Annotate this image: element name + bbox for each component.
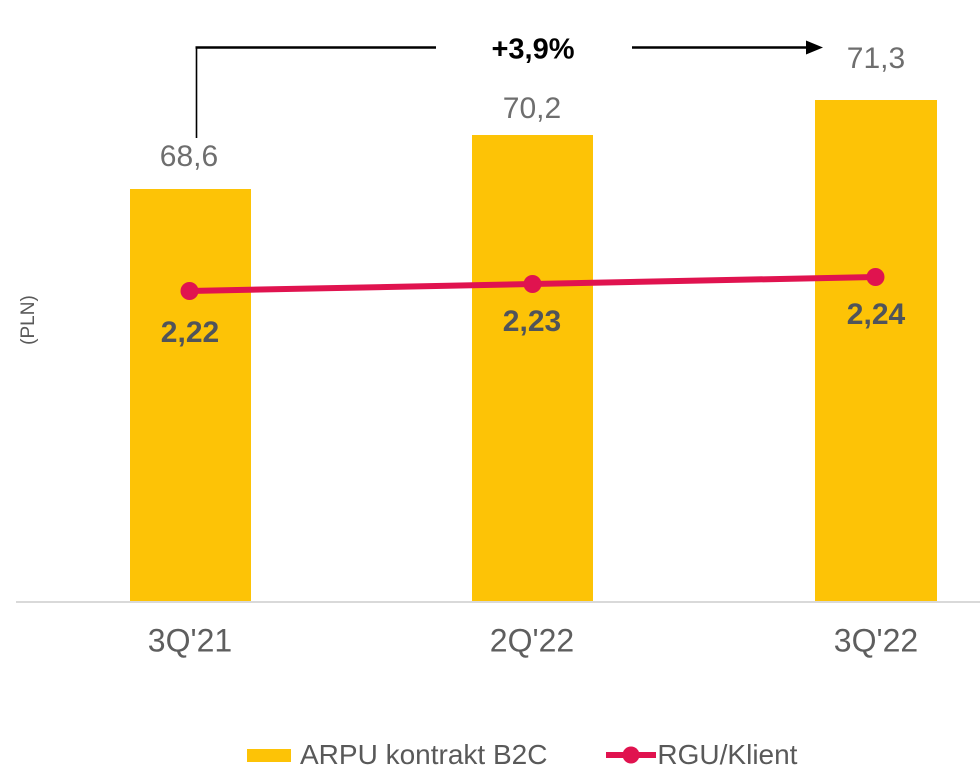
y-axis-label: (PLN) <box>18 295 39 345</box>
bar-3q22 <box>815 100 937 602</box>
x-axis-line <box>16 601 980 603</box>
line-value-3q22: 2,24 <box>846 298 906 331</box>
bar-value-2q22: 70,2 <box>502 92 562 125</box>
growth-annotation: +3,9% <box>491 33 575 66</box>
legend-label-bar: ARPU kontrakt B2C <box>300 739 548 770</box>
line-value-3q21: 2,22 <box>160 316 220 349</box>
legend-item-line: RGU/Klient <box>606 739 797 770</box>
bar-value-3q21: 68,6 <box>159 140 219 173</box>
bar-series-swatch-icon <box>247 748 291 762</box>
bar-2q22 <box>472 135 593 602</box>
x-axis-label-3q21: 3Q'21 <box>147 622 233 659</box>
line-series-marker-icon <box>606 746 657 764</box>
growth-arrow-icon <box>632 40 823 55</box>
x-axis-label-2q22: 2Q'22 <box>489 622 575 659</box>
legend-label-line: RGU/Klient <box>657 739 798 770</box>
x-axis-label-3q22: 3Q'22 <box>833 622 919 659</box>
line-value-2q22: 2,23 <box>502 305 562 338</box>
legend: ARPU kontrakt B2C RGU/Klient <box>247 739 797 770</box>
bar-3q21 <box>130 189 251 602</box>
growth-bracket <box>195 46 436 138</box>
bar-value-3q22: 71,3 <box>846 42 906 75</box>
legend-item-bar: ARPU kontrakt B2C <box>247 739 547 770</box>
